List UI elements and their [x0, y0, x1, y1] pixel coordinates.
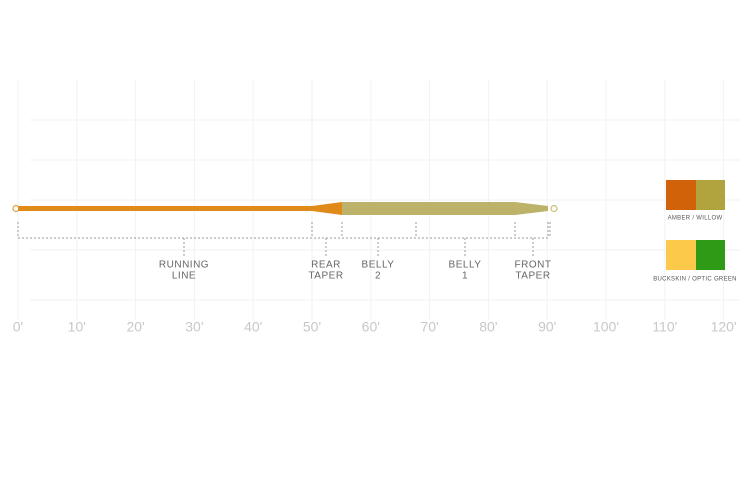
section-label: 2: [375, 271, 381, 282]
section-label: BELLY: [362, 260, 395, 271]
rear-taper: [312, 202, 342, 215]
section-labels: RUNNINGLINEREARTAPERBELLY2BELLY1FRONTTAP…: [159, 238, 552, 282]
tick-label: 20': [126, 319, 144, 335]
swatch-buckskin: [666, 240, 696, 270]
tick-label: 10': [68, 319, 86, 335]
tick-label: 90': [538, 319, 556, 335]
colorway-swatches: AMBER / WILLOW BUCKSKIN / OPTIC GREEN: [653, 180, 737, 283]
section-label: FRONT: [515, 260, 552, 271]
belly: [342, 202, 548, 215]
section-label: TAPER: [515, 271, 550, 282]
tick-label: 100': [593, 319, 619, 335]
section-label: REAR: [311, 260, 341, 271]
running-line: [18, 206, 314, 211]
length-axis: 0' 10' 20' 30' 40' 50' 60' 70' 80' 90' 100' 110' 120…: [13, 319, 737, 335]
tick-label: 110': [652, 319, 677, 335]
fly-line: [12, 202, 558, 215]
tick-label: 0': [13, 319, 23, 335]
background-grid: [17, 80, 740, 320]
tick-label: 120': [711, 319, 737, 335]
colorway-label: BUCKSKIN / OPTIC GREEN: [653, 277, 737, 283]
swatch-willow: [696, 180, 725, 210]
section-label: RUNNING: [159, 260, 209, 271]
tick-label: 80': [479, 319, 497, 335]
swatch-amber: [666, 180, 696, 210]
section-label: BELLY: [449, 260, 482, 271]
front-loop: [550, 204, 558, 213]
tick-label: 60': [362, 319, 380, 335]
section-bracket: [17, 222, 551, 239]
swatch-optic-green: [696, 240, 725, 270]
section-label: 1: [462, 271, 468, 282]
colorway-label: AMBER / WILLOW: [668, 216, 723, 222]
tick-label: 30': [185, 319, 203, 335]
tick-label: 70': [420, 319, 438, 335]
section-label: TAPER: [308, 271, 343, 282]
tick-label: 50': [303, 319, 321, 335]
tick-label: 40': [244, 319, 262, 335]
section-label: LINE: [172, 271, 196, 282]
